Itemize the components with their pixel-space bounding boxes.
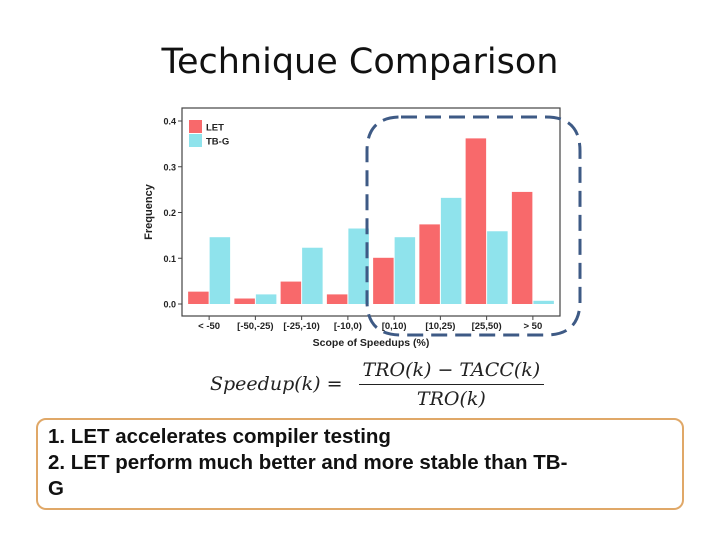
formula-fraction: TRO(k) − TACC(k) TRO(k) — [358, 359, 545, 410]
x-tick-label: [25,50) — [472, 321, 502, 332]
x-tick-label: [0,10) — [382, 321, 407, 332]
bar-let-2 — [280, 281, 302, 304]
x-tick-label: [-50,-25) — [237, 321, 273, 332]
bar-let-3 — [326, 294, 348, 304]
bar-let-1 — [234, 298, 255, 304]
highlight-dashed-box — [365, 115, 582, 337]
y-tick-label: 0.0 — [163, 300, 176, 310]
bar-tb-g-3 — [348, 228, 369, 304]
speedup-frequency-chart: 0.0 0.1 0.2 0.3 0.4 < -50 [-50,-25) [-25,-10) [… — [143, 107, 582, 349]
bar-tb-g-1 — [255, 294, 277, 304]
conclusion-line-2: 2. LET perform much better and more stab… — [48, 451, 568, 474]
speedup-formula: Speedup(k) = TRO(k) − TACC(k) TRO(k) — [210, 356, 545, 412]
bar-tb-g-5 — [440, 197, 462, 304]
bar-let-0 — [188, 291, 209, 304]
bar-tb-g-0 — [209, 237, 231, 304]
slide-title: Technique Comparison — [161, 42, 559, 82]
bar-tb-g-7 — [533, 300, 554, 304]
conclusion-line-1: 1. LET accelerates compiler testing — [48, 425, 391, 448]
x-tick-label: [10,25) — [425, 321, 455, 332]
formula-lhs: Speedup(k) = — [210, 373, 343, 395]
x-tick-label: [-10,0) — [334, 321, 362, 332]
bar-let-7 — [511, 191, 533, 304]
bar-let-4 — [373, 257, 394, 304]
conclusion-line-3: G — [48, 477, 64, 500]
legend-swatch-let — [189, 120, 202, 133]
formula-numerator: TRO(k) − TACC(k) — [358, 359, 545, 385]
bar-let-5 — [419, 224, 440, 304]
legend-label-let: LET — [206, 123, 224, 134]
legend-label-tb-g: TB-G — [206, 137, 229, 148]
bar-tb-g-4 — [394, 237, 416, 304]
bar-tb-g-2 — [302, 247, 323, 304]
bar-let-6 — [465, 138, 487, 304]
legend-swatch-tb-g — [189, 134, 202, 147]
y-tick-label: 0.3 — [163, 162, 176, 172]
x-tick-label: [-25,-10) — [283, 321, 319, 332]
x-tick-label: < -50 — [198, 321, 220, 332]
y-axis-label: Frequency — [143, 183, 155, 240]
y-tick-label: 0.2 — [163, 208, 176, 218]
x-tick-label: > 50 — [523, 321, 542, 332]
y-tick-label: 0.1 — [163, 254, 176, 264]
y-tick-label: 0.4 — [163, 117, 176, 127]
bar-tb-g-6 — [487, 231, 508, 304]
conclusion-box: 1. LET accelerates compiler testing 2. L… — [36, 418, 684, 510]
x-axis-label: Scope of Speedups (%) — [313, 337, 430, 349]
formula-denominator: TRO(k) — [416, 387, 486, 410]
